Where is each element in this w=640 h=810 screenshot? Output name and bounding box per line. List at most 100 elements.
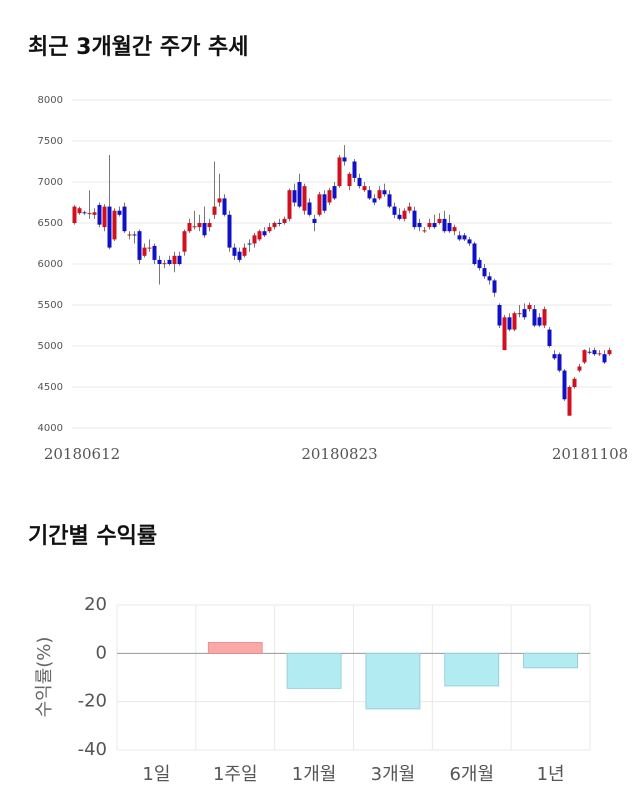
section-title: 기간별 수익률 (28, 524, 157, 549)
candle-body (127, 234, 132, 236)
candle-body (327, 190, 332, 203)
candle-body (257, 231, 262, 240)
candle-body (547, 329, 552, 346)
candle-body (357, 177, 362, 187)
candle-body (467, 239, 472, 244)
candle-body (462, 235, 467, 240)
candle-body (77, 208, 82, 214)
x-tick-label: 1일 (142, 764, 170, 785)
candle-body (402, 210, 407, 219)
candle-body (502, 317, 507, 351)
candle-body (137, 231, 142, 260)
candle-body (427, 223, 432, 228)
candle-body (417, 223, 422, 228)
candle-body (282, 218, 287, 223)
candle-body (267, 227, 272, 232)
candle-body (482, 268, 487, 277)
candle-body (472, 243, 477, 264)
candle-body (187, 223, 192, 232)
x-tick-label: 3개월 (371, 764, 416, 785)
candle-body (542, 309, 547, 326)
candle-body (492, 280, 497, 293)
y-tick-label: 7000 (38, 177, 63, 188)
candle-body (552, 354, 557, 359)
candle-body (332, 186, 337, 199)
candle-body (522, 309, 527, 318)
candle-body (132, 234, 137, 236)
candle-body (312, 218, 317, 223)
bar (286, 652, 342, 689)
candle-body (182, 231, 187, 252)
y-tick-label: 4500 (38, 382, 63, 393)
candle-body (82, 212, 87, 214)
candle-body (217, 198, 222, 203)
candle-body (352, 161, 357, 178)
candle-body (272, 223, 277, 228)
candle-body (242, 247, 247, 256)
candle-body (517, 313, 522, 315)
candle-body (232, 247, 237, 256)
candle-body (277, 223, 282, 224)
x-tick-label: 20181108 (552, 445, 628, 463)
candle-body (437, 218, 442, 223)
candle-body (362, 186, 367, 191)
candle-body (292, 190, 297, 203)
candle-body (447, 223, 452, 232)
candle-body (497, 305, 502, 326)
candle-body (122, 206, 127, 232)
candle-body (197, 223, 202, 228)
candle-body (212, 206, 217, 215)
candle-body (237, 251, 242, 260)
candle-body (152, 245, 157, 260)
candle-body (112, 210, 117, 240)
candle-body (302, 186, 307, 211)
y-tick-label: 0 (96, 642, 107, 663)
candle-body (347, 173, 352, 187)
candle-body (177, 255, 182, 264)
candle-body (567, 387, 572, 416)
candle-body (97, 204, 102, 225)
candle-body (202, 223, 207, 236)
section-title: 최근 3개월간 주가 추세 (28, 35, 248, 60)
bar (365, 652, 421, 710)
candle-body (607, 350, 612, 355)
x-tick-label: 1개월 (292, 764, 337, 785)
candle-body (172, 255, 177, 264)
y-tick-label: 20 (84, 594, 107, 615)
candle-body (387, 194, 392, 207)
candle-body (407, 206, 412, 211)
candle-body (457, 235, 462, 240)
y-axis-label: 수익률(%) (34, 637, 55, 718)
y-tick-label: 7500 (38, 136, 63, 147)
candle-body (107, 206, 112, 248)
candle-body (247, 243, 252, 245)
candle-body (92, 212, 97, 215)
y-tick-label: 5500 (38, 300, 63, 311)
candle-body (592, 350, 597, 355)
y-tick-label: -20 (78, 691, 107, 712)
candle-body (487, 276, 492, 281)
candle-body (422, 230, 427, 232)
candle-body (412, 210, 417, 228)
candle-body (307, 202, 312, 215)
candle-body (287, 190, 292, 219)
candle-body (367, 190, 372, 199)
candle-body (337, 157, 342, 187)
candle-body (372, 198, 377, 203)
candle-body (222, 198, 227, 215)
x-tick-label: 1주일 (213, 764, 258, 785)
candle-body (572, 378, 577, 387)
candle-body (72, 206, 77, 223)
x-tick-label: 20180612 (44, 445, 120, 463)
bar (207, 642, 263, 654)
candle-body (442, 218, 447, 232)
y-tick-label: 8000 (38, 95, 63, 106)
x-tick-label: 20180823 (301, 445, 377, 463)
candle-body (532, 309, 537, 326)
candle-body (157, 259, 162, 264)
candle-body (167, 259, 172, 264)
candle-body (577, 366, 582, 371)
x-tick-label: 6개월 (449, 764, 494, 785)
candle-body (432, 223, 437, 228)
